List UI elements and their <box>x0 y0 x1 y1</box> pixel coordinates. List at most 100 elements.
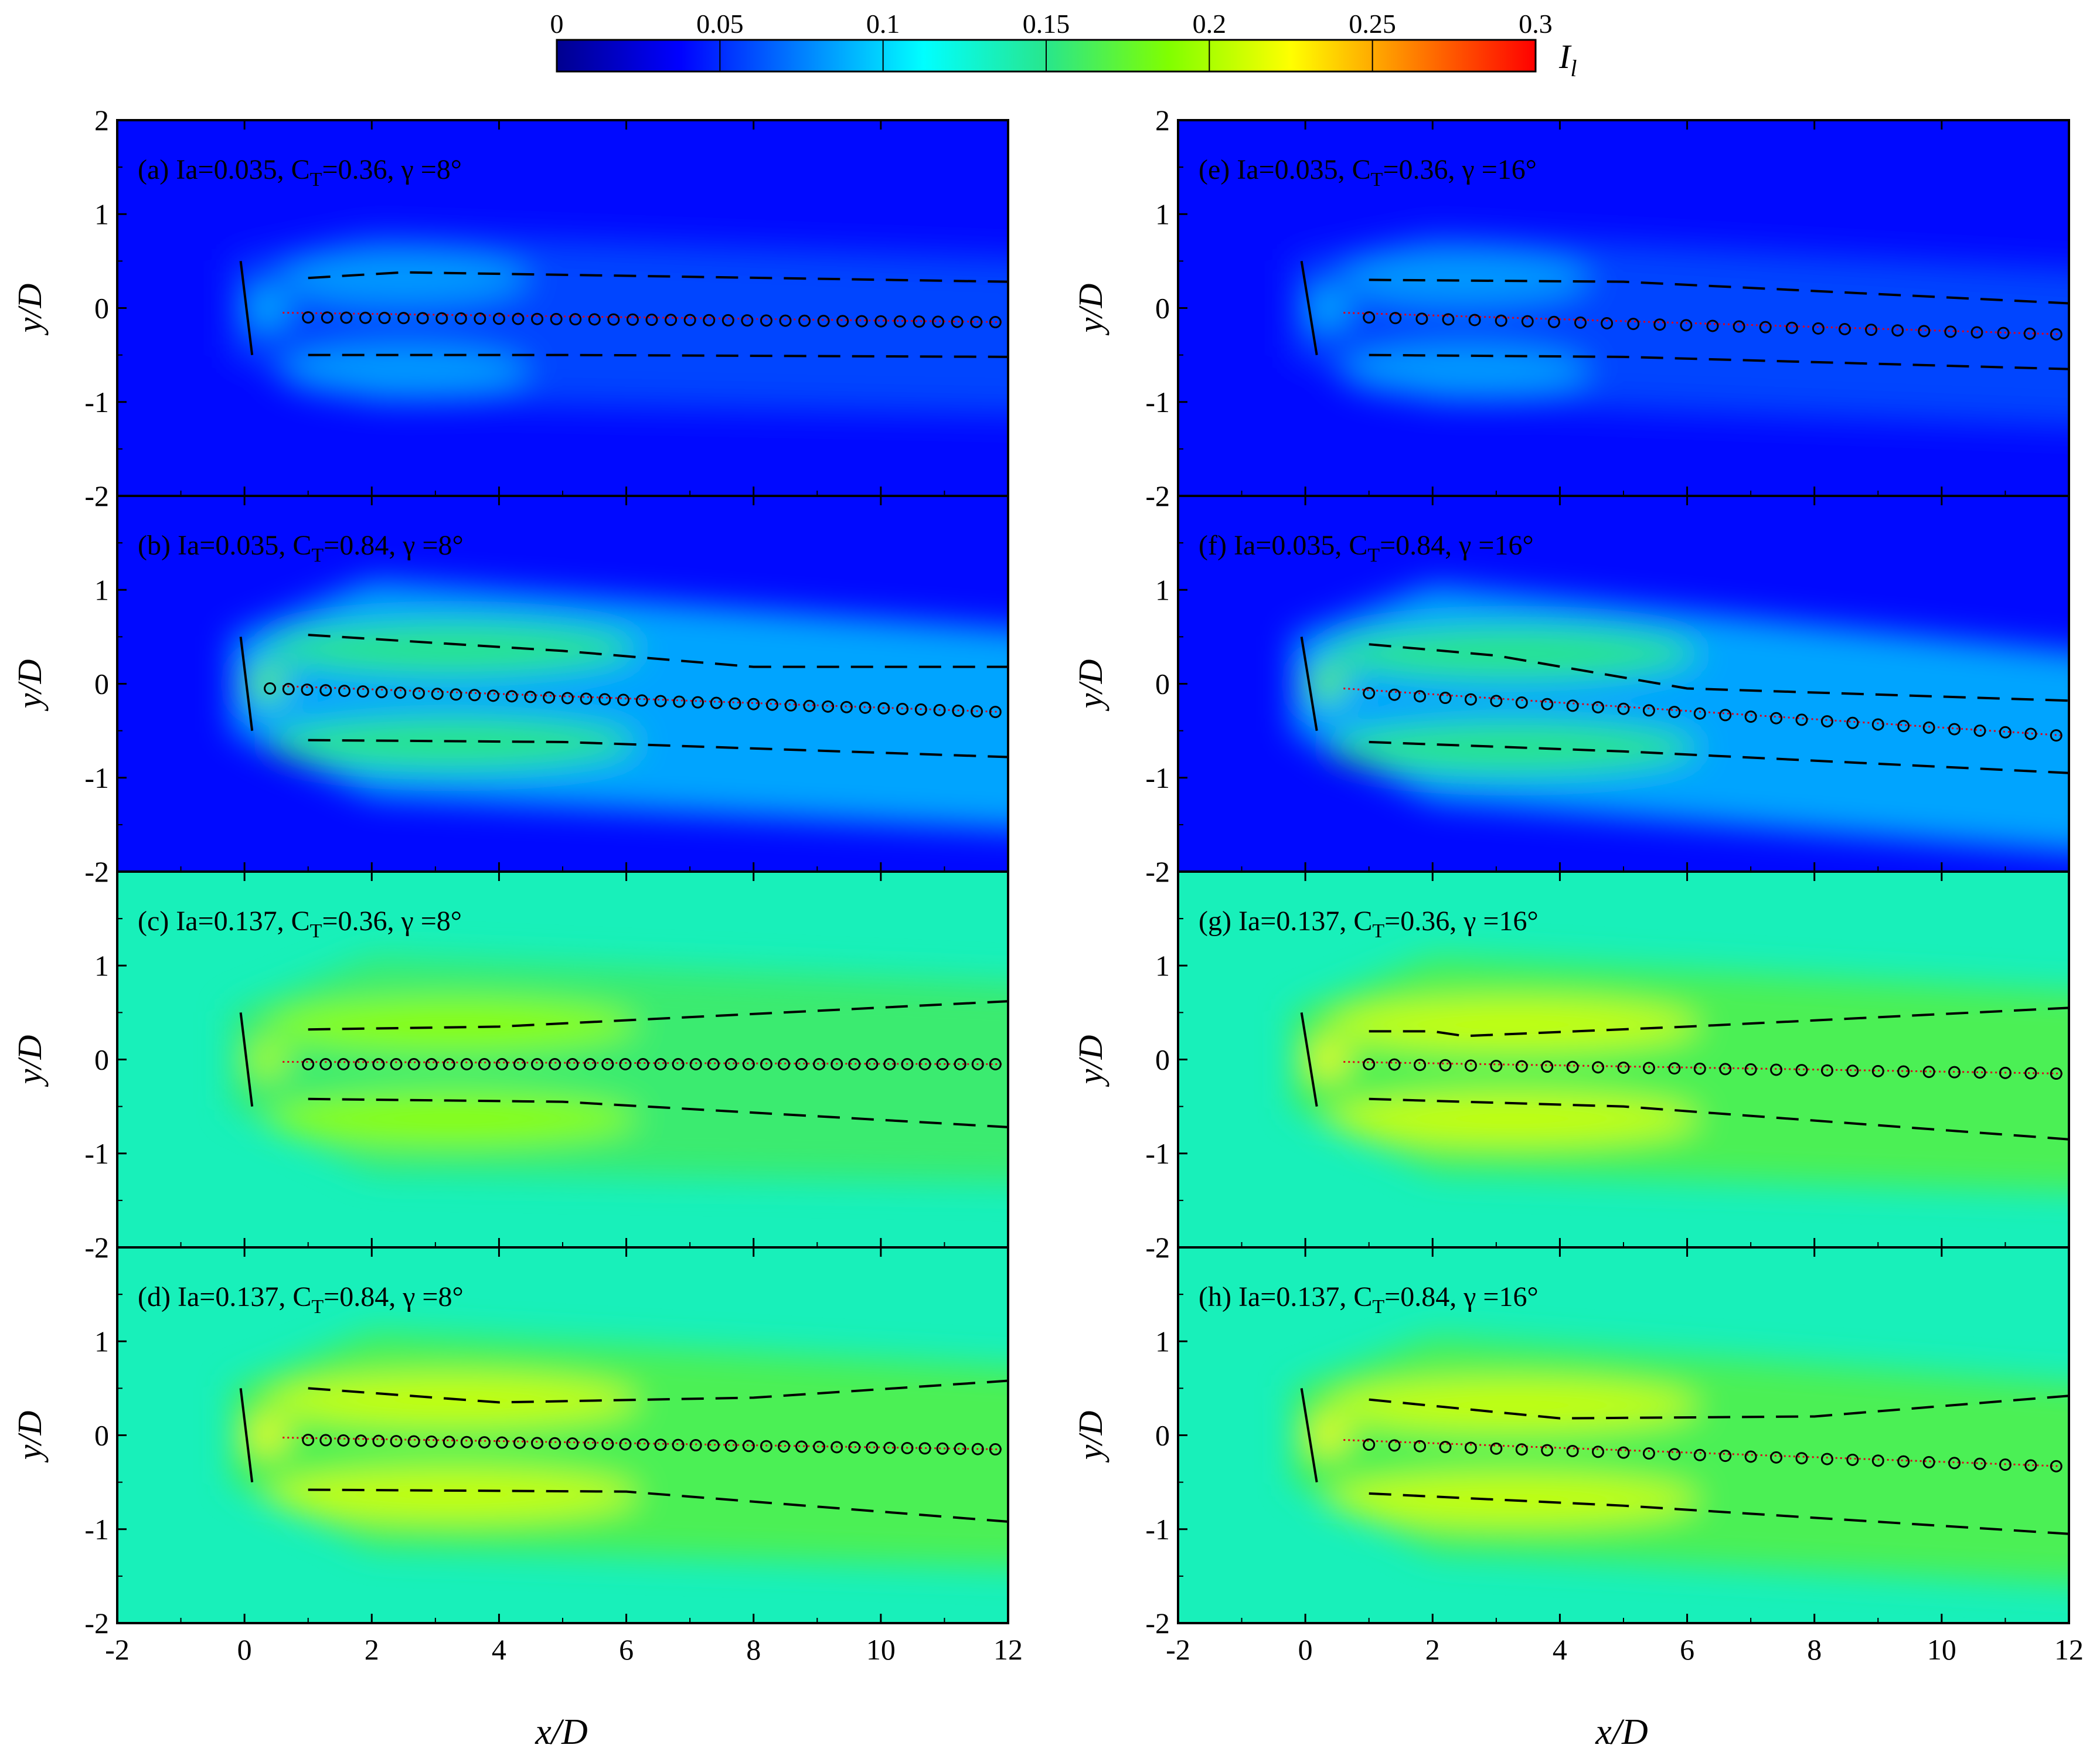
wake-intensity <box>232 1332 1008 1567</box>
wake-center-point <box>635 694 648 707</box>
x-tick-label: -2 <box>105 1633 130 1666</box>
wake-center-point <box>601 1058 614 1071</box>
rotor-hotspot <box>246 1043 288 1076</box>
wake-center-point <box>617 693 630 706</box>
wake-center-point <box>302 1058 315 1071</box>
wake-center-point <box>598 693 611 706</box>
wake-center-point <box>673 695 686 708</box>
wake-center-point <box>1490 1059 1503 1072</box>
colorbar-ticks: 0 0.05 0.1 0.15 0.2 0.25 0.3 <box>550 9 1553 72</box>
wake-center-point <box>989 706 1002 719</box>
upper-wake-edge <box>1369 1006 2070 1038</box>
wake-center-point <box>1389 312 1402 325</box>
wake-center-point <box>412 687 425 700</box>
panel-annotation: (a) Ia=0.035, CT=0.36, γ =8° <box>138 154 462 191</box>
wake-center-point <box>416 312 429 325</box>
y-tick-label: -2 <box>1145 855 1170 888</box>
y-tick-label: 1 <box>94 1325 109 1358</box>
panel-annotation: (e) Ia=0.035, CT=0.36, γ =16° <box>1199 154 1537 191</box>
x-tick-label: 6 <box>1680 1633 1694 1666</box>
y-tick-label: 2 <box>1155 104 1170 137</box>
wake-center-point <box>1846 716 1859 729</box>
wake-center-point <box>356 685 369 698</box>
wake-center-point <box>549 1058 561 1071</box>
wake-center-point <box>798 314 811 327</box>
wake-center-point <box>1948 1066 1961 1079</box>
x-tick-label: 2 <box>1425 1633 1440 1666</box>
rotor-disk <box>239 1012 254 1107</box>
wake-center-point <box>468 689 481 702</box>
y-tick-label: 1 <box>94 573 109 606</box>
wake-center-point <box>390 1435 403 1448</box>
panel-annotation-text: (d) Ia=0.137, C <box>138 1281 311 1312</box>
x-axis-label-left: x/D <box>535 1712 588 1752</box>
wake-center-point <box>580 692 593 705</box>
panel-annotation-subscript: T <box>310 169 322 191</box>
wake-center-point <box>319 1434 332 1447</box>
wake-center-point <box>689 1439 702 1452</box>
rotor-disk <box>1300 261 1318 355</box>
x-tick-label: 0 <box>1298 1633 1313 1666</box>
wake-center-point <box>1439 692 1452 705</box>
wake-center-point <box>848 1441 861 1454</box>
wake-center-point <box>1627 318 1640 331</box>
wake-center-point <box>1363 1058 1376 1071</box>
wake-center-point <box>1693 1448 1706 1461</box>
wake-center-point <box>531 1437 544 1450</box>
wake-center-point <box>1388 1439 1401 1452</box>
wake-center-point <box>337 1434 350 1447</box>
colorbar-tick-label: 0.15 <box>1023 9 1070 39</box>
wake-center-point <box>654 1058 667 1071</box>
wake-center-point <box>765 698 778 711</box>
wake-center-point <box>355 1434 367 1447</box>
wake-center-point <box>760 1058 772 1071</box>
y-tick-label: 0 <box>94 1043 109 1076</box>
y-tick-label: 0 <box>94 1419 109 1452</box>
y-tick-label: 1 <box>1155 198 1170 230</box>
wake-center-point <box>896 702 909 715</box>
wake-center-point <box>407 1058 420 1071</box>
lower-shear-lobe <box>1340 345 1589 399</box>
panel-annotation-subscript: T <box>310 920 322 942</box>
wake-center-point <box>803 699 816 712</box>
wake-center-point <box>831 1058 843 1071</box>
wake-center-point <box>450 688 462 701</box>
wake-center-point <box>1439 1441 1452 1454</box>
wake-center-point <box>1999 1066 2011 1079</box>
wake-center-point <box>1820 1064 1833 1077</box>
y-tick-label: -2 <box>1145 479 1170 512</box>
lower-wake-edge <box>308 1488 1009 1523</box>
wake-envelope <box>232 956 1008 1183</box>
panel-annotation-text: =0.36, γ =16° <box>1383 154 1537 185</box>
colorbar-tick-label: 0 <box>550 9 564 39</box>
wake-center-point <box>1693 707 1706 720</box>
panel-annotation: (g) Ia=0.137, CT=0.36, γ =16° <box>1199 906 1539 942</box>
wake-center-point <box>918 1058 931 1071</box>
y-axis-label: y/D <box>11 1035 49 1087</box>
y-tick-label: 0 <box>94 292 109 325</box>
panel-annotation-text: (b) Ia=0.035, C <box>138 530 311 561</box>
wake-center-point <box>1973 725 1986 737</box>
wake-center-point <box>654 695 667 708</box>
wake-center-point <box>883 1441 896 1454</box>
wake-center-point <box>390 1058 403 1071</box>
colorbar-tick-label: 0.05 <box>696 9 744 39</box>
panel-annotation-subscript: T <box>1371 169 1383 191</box>
contour-field <box>1178 1247 2069 1623</box>
wake-center-point <box>1891 324 1904 337</box>
y-tick-label: -2 <box>84 1607 109 1640</box>
wake-center-point <box>729 697 741 710</box>
wake-center-point <box>1414 690 1427 703</box>
lower-shear-lobe <box>265 1092 638 1145</box>
rotor-hotspot <box>1307 1043 1349 1076</box>
wake-center-point <box>425 1058 438 1071</box>
wake-center-point <box>1642 1062 1655 1074</box>
wake-center-point <box>1515 696 1528 709</box>
wake-center-point <box>1744 710 1757 723</box>
wake-center-point <box>724 1439 737 1452</box>
wake-center-point <box>2023 327 2036 340</box>
lower-wake-edge <box>308 1097 1009 1128</box>
wake-center-point <box>561 692 574 705</box>
wake-center-point <box>1468 314 1481 326</box>
